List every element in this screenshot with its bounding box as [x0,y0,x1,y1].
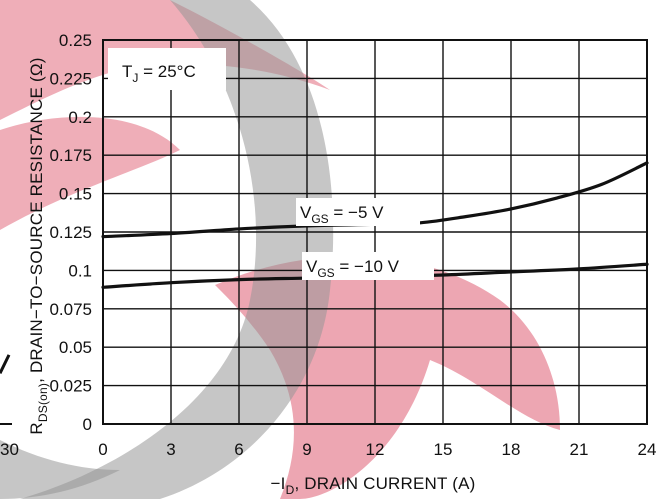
x-tick-label: 24 [638,440,657,459]
x-tick-labels: 0 3 6 9 12 15 18 21 24 30 [0,440,656,459]
condition-box [108,48,226,90]
plot-frame [0,39,648,425]
y-tick-label: 0.225 [49,69,92,88]
y-tick-label: 0.1 [68,261,92,280]
x-tick-label: 18 [502,440,521,459]
y-tick-label: 0.15 [59,185,92,204]
annotations: TJ = 25°C VGS = −5 V VGS = −10 V −ID, DRAIN… [27,48,475,497]
x-tick-label: 15 [434,440,453,459]
y-tick-label: 0.05 [59,338,92,357]
watermark-logo [0,0,560,499]
series-label-bg-vgs-5v [296,198,420,226]
x-tick-label: 6 [234,440,243,459]
y-tick-label: 0 [83,415,92,434]
y-tick-label: 0.2 [68,108,92,127]
y-tick-label: 0.25 [59,31,92,50]
y-tick-label: 0.025 [49,377,92,396]
condition-label: TJ = 25°C [122,62,196,85]
y-axis-title: RDS(on), DRAIN−TO−SOURCE RESISTANCE (Ω) [27,57,50,434]
series-label-vgs-5v: VGS = −5 V [300,203,384,226]
x-tick-label: 12 [366,440,385,459]
x-tick-label: 9 [302,440,311,459]
left-fragment-line [0,354,11,374]
left-fragment-tick-label: 30 [0,440,19,459]
watermark-gray-band [20,0,334,499]
plot-border [102,39,648,425]
x-tick-label: 21 [570,440,589,459]
watermark-gray-lower-left [0,440,120,499]
x-tick-label: 3 [166,440,175,459]
series-label-bg-vgs-10v [302,252,434,280]
series-label-vgs-10v: VGS = −10 V [306,257,400,280]
x-tick-label: 0 [98,440,107,459]
watermark-red-swoosh-left [0,116,180,230]
y-tick-label: 0.075 [49,300,92,319]
y-tick-labels: 0 0.025 0.05 0.075 0.1 0.125 0.15 0.175 0.2 0.225… [49,31,92,434]
x-axis-title: −ID, DRAIN CURRENT (A) [271,474,476,497]
watermark-red-swoosh-right [215,256,560,499]
y-tick-label: 0.175 [49,146,92,165]
y-tick-label: 0.125 [49,223,92,242]
